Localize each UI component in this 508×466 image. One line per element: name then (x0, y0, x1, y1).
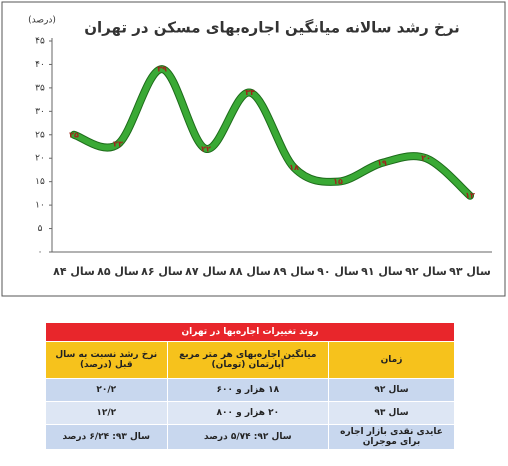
table-title: روند تغییرات اجاره‌بها در تهران (45, 322, 455, 342)
point (159, 66, 165, 72)
header-cell: نرخ رشد نسبت به سال قبل (درصد) (45, 341, 168, 379)
data-label: ۲۲ (201, 144, 211, 153)
line (71, 66, 473, 199)
y-tick-label: ۳۵ (35, 83, 45, 93)
point (115, 141, 121, 147)
x-tick-label: سال ۸۴ (53, 265, 95, 278)
y-tick-label: ۴۵ (35, 37, 45, 47)
cell: سال ۹۳: ۶/۲۴ درصد (45, 424, 168, 450)
x-tick-label: سال ۸۵ (97, 265, 139, 278)
x-tick-label: سال ۹۰ (317, 265, 359, 278)
y-tick-label: ۱۵ (35, 177, 45, 187)
data-label: ۲۳ (113, 140, 123, 149)
x-tick-label: سال ۸۶ (141, 265, 183, 278)
point (247, 90, 253, 96)
cell: ۱۲/۲ (45, 401, 168, 425)
cell: عایدی نقدی بازار اجاره برای موجران (328, 424, 455, 450)
point (203, 146, 209, 152)
y-tick-label: ۴۰ (35, 60, 45, 70)
cell: سال ۹۲ (328, 378, 455, 402)
data-label: ۱۹ (377, 158, 387, 167)
y-tick-label: ۲۵ (35, 130, 45, 140)
cell: ۱۸ هزار و ۶۰۰ (166, 378, 330, 402)
cell: ۲۰/۲ (45, 378, 168, 402)
cell: سال ۹۳ (328, 401, 455, 425)
x-tick-label: سال ۹۱ (361, 265, 403, 278)
point (423, 155, 429, 161)
y-tick-label: ۰ (38, 248, 43, 258)
data-label: ۲۰ (421, 154, 431, 163)
chart: نرخ رشد سالانه میانگین اجاره‌بهای مسکن د… (1, 1, 506, 297)
y-tick-label: ۳۰ (35, 107, 45, 117)
point (335, 179, 341, 185)
point (379, 160, 385, 166)
chart-title: نرخ رشد سالانه میانگین اجاره‌بهای مسکن د… (84, 19, 460, 37)
data-label: ۱۸ (289, 163, 299, 172)
header-cell: زمان (328, 341, 455, 379)
chart-frame (1, 1, 506, 297)
x-tick-label: سال ۸۹ (273, 265, 315, 278)
x-tick-label: سال ۸۸ (229, 265, 271, 278)
data-table: روند تغییرات اجاره‌بها در تهران زمان میان… (45, 322, 455, 450)
cell: سال ۹۲: ۵/۷۴ درصد (166, 424, 330, 450)
data-label: ۱۵ (333, 177, 343, 186)
y-tick-label: ۲۰ (35, 154, 45, 164)
header-cell: میانگین اجاره‌بهای هر متر مربع آپارتمان … (166, 341, 330, 379)
x-tick-label: سال ۹۲ (405, 265, 447, 278)
data-label: ۱۲ (465, 191, 475, 200)
data-label: ۳۴ (245, 88, 255, 97)
point (467, 193, 473, 199)
x-tick-label: سال ۸۷ (185, 265, 227, 278)
point (71, 132, 77, 138)
y-tick-label: ۵ (38, 224, 43, 234)
cell: ۲۰ هزار و ۸۰۰ (166, 401, 330, 425)
y-tick-label: ۱۰ (35, 201, 45, 211)
point (291, 165, 297, 171)
x-tick-label: سال ۹۳ (449, 265, 491, 278)
data-label: ۳۹ (157, 65, 167, 74)
y-axis-label: (درصد) (28, 16, 56, 26)
data-label: ۲۵ (69, 130, 79, 139)
